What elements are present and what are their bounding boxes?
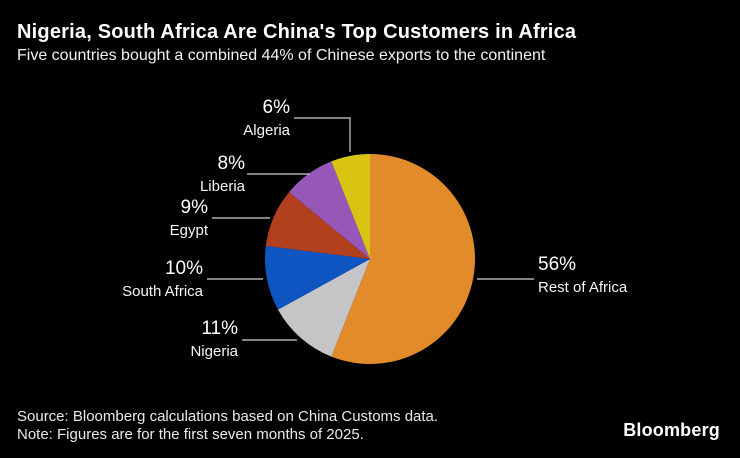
pie-slice-nigeria <box>277 259 370 357</box>
label-algeria-pct: 6% <box>262 97 290 118</box>
pie-slices <box>265 154 475 364</box>
leader-lines <box>207 117 534 341</box>
label-rest-of-africa-pct: 56% <box>538 254 577 275</box>
label-south-africa-pct: 10% <box>164 258 203 279</box>
footnotes: Source: Bloomberg calculations based on … <box>17 408 438 444</box>
label-egypt-name: Egypt <box>169 222 208 239</box>
label-algeria-name: Algeria <box>243 122 290 139</box>
label-nigeria-pct: 11% <box>201 318 238 339</box>
note-line: Note: Figures are for the first seven mo… <box>17 426 364 443</box>
leader-line-algeria <box>294 117 351 152</box>
label-liberia-name: Liberia <box>199 178 245 195</box>
chart-title: Nigeria, South Africa Are China's Top Cu… <box>17 21 577 43</box>
label-nigeria-name: Nigeria <box>190 343 238 360</box>
label-south-africa: 10% South Africa <box>122 259 203 300</box>
label-rest-of-africa: 56% Rest of Africa <box>538 255 627 296</box>
label-egypt: 9% Egypt <box>170 198 208 239</box>
pie-slice-south-africa <box>265 245 370 310</box>
pie-slice-liberia <box>289 161 370 259</box>
chart-subtitle: Five countries bought a combined 44% of … <box>17 47 546 64</box>
label-algeria: 6% Algeria <box>243 98 290 139</box>
label-rest-of-africa-name: Rest of Africa <box>538 279 628 296</box>
pie-slice-rest-of-africa <box>331 154 475 364</box>
pie-slice-algeria <box>331 154 370 259</box>
label-liberia-pct: 8% <box>217 153 245 174</box>
label-egypt-pct: 9% <box>180 197 208 218</box>
label-south-africa-name: South Africa <box>122 283 203 300</box>
label-nigeria: 11% Nigeria <box>190 319 238 360</box>
source-line: Source: Bloomberg calculations based on … <box>17 408 439 425</box>
label-liberia: 8% Liberia <box>200 154 245 195</box>
pie-slice-egypt <box>265 192 370 259</box>
bloomberg-logo: Bloomberg <box>623 420 720 440</box>
